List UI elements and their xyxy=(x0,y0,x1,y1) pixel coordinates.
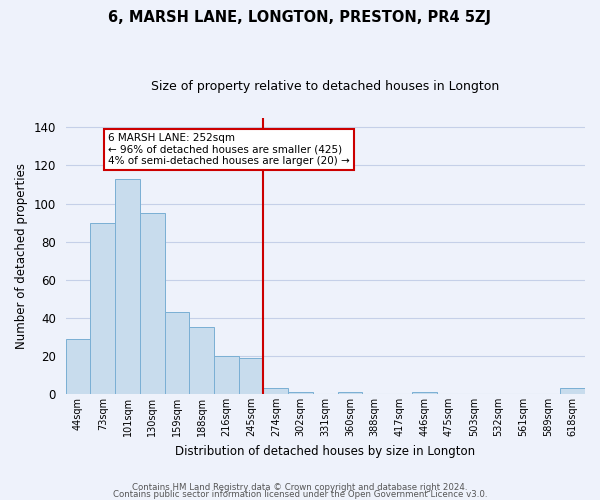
Bar xyxy=(190,328,214,394)
Bar xyxy=(338,392,362,394)
Bar xyxy=(239,358,263,394)
Text: Contains public sector information licensed under the Open Government Licence v3: Contains public sector information licen… xyxy=(113,490,487,499)
Bar xyxy=(288,392,313,394)
Bar xyxy=(164,312,190,394)
Text: 6 MARSH LANE: 252sqm
← 96% of detached houses are smaller (425)
4% of semi-detac: 6 MARSH LANE: 252sqm ← 96% of detached h… xyxy=(107,133,349,166)
Bar xyxy=(263,388,288,394)
Bar xyxy=(412,392,437,394)
Text: 6, MARSH LANE, LONGTON, PRESTON, PR4 5ZJ: 6, MARSH LANE, LONGTON, PRESTON, PR4 5ZJ xyxy=(109,10,491,25)
Title: Size of property relative to detached houses in Longton: Size of property relative to detached ho… xyxy=(151,80,499,93)
X-axis label: Distribution of detached houses by size in Longton: Distribution of detached houses by size … xyxy=(175,444,475,458)
Bar xyxy=(65,339,91,394)
Bar xyxy=(140,213,164,394)
Text: Contains HM Land Registry data © Crown copyright and database right 2024.: Contains HM Land Registry data © Crown c… xyxy=(132,484,468,492)
Bar xyxy=(91,222,115,394)
Y-axis label: Number of detached properties: Number of detached properties xyxy=(15,163,28,349)
Bar xyxy=(115,178,140,394)
Bar xyxy=(214,356,239,394)
Bar xyxy=(560,388,585,394)
